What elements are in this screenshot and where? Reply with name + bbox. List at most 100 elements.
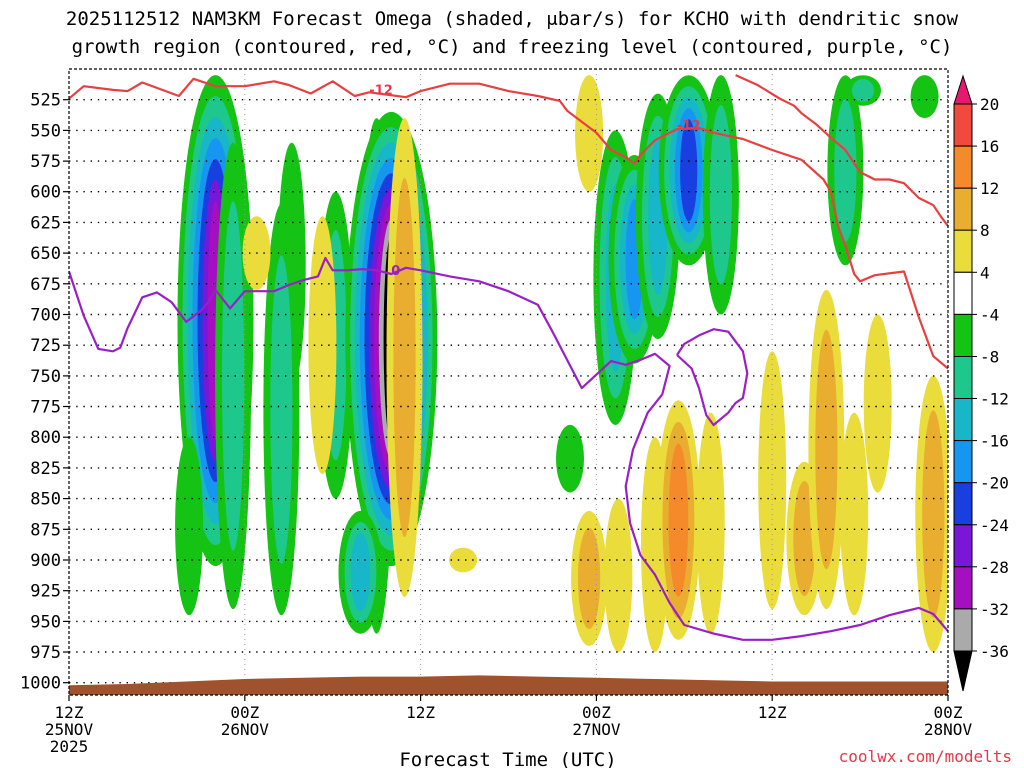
y-tick-label: 900 xyxy=(30,551,61,571)
y-axis: 525 550 575 600 625 650 675 700 725 750 775 800 825 8… xyxy=(20,91,69,694)
omega-cell xyxy=(556,424,584,493)
y-tick-label: 550 xyxy=(30,121,61,141)
omega-cell xyxy=(222,201,245,551)
y-tick-label: 725 xyxy=(30,336,61,356)
omega-cell xyxy=(815,329,838,570)
x-tick-label: 00Z xyxy=(230,703,259,722)
omega-cell xyxy=(696,412,725,634)
y-tick-label: 1000 xyxy=(20,674,61,694)
y-tick-label: 800 xyxy=(30,428,61,448)
omega-cell xyxy=(834,99,857,242)
x-tick-label: 12Z xyxy=(758,703,787,722)
omega-cell xyxy=(709,105,733,285)
colorbar-segment xyxy=(953,482,973,526)
y-tick-label: 750 xyxy=(30,367,61,387)
colorbar-segment xyxy=(953,313,973,357)
chart-title-line-2: growth region (contoured, red, °C) and f… xyxy=(72,36,953,58)
x-tick-label: 00Z xyxy=(934,703,963,722)
contour-line xyxy=(69,77,948,370)
colorbar-label: -12 xyxy=(980,390,1009,409)
colorbar-segment xyxy=(953,440,973,484)
plot-frame xyxy=(68,68,949,696)
x-tick-label: 2025 xyxy=(50,737,89,756)
omega-cell xyxy=(680,119,698,222)
omega-cell xyxy=(270,255,293,564)
colorbar-label: 20 xyxy=(980,95,999,114)
omega-cell xyxy=(578,527,601,630)
x-tick-label: 27NOV xyxy=(572,720,621,739)
colorbar-label: -36 xyxy=(980,642,1009,661)
colorbar-label: 16 xyxy=(980,137,999,156)
credit-text[interactable]: coolwx.com/modelts xyxy=(839,747,1012,766)
x-axis-label: Forecast Time (UTC) xyxy=(399,749,616,768)
colorbar-label: -20 xyxy=(980,474,1009,493)
omega-cell xyxy=(393,178,416,537)
y-tick-label: 650 xyxy=(30,244,61,264)
colorbar-segment xyxy=(953,103,973,147)
colorbar-label: 4 xyxy=(980,263,990,282)
colorbar-label: -4 xyxy=(980,305,999,324)
colorbar-segment xyxy=(953,356,973,400)
x-tick-label: 12Z xyxy=(55,703,84,722)
omega-cell xyxy=(350,533,371,612)
colorbar-segment xyxy=(953,566,973,610)
y-tick-label: 825 xyxy=(30,459,61,479)
contour-label: -12 xyxy=(369,84,393,99)
contour-line xyxy=(735,74,948,227)
y-tick-label: 850 xyxy=(30,490,61,510)
colorbar-cap-top xyxy=(953,74,973,105)
omega-cell xyxy=(449,547,478,573)
chart-title-line-1: 2025112512 NAM3KM Forecast Omega (shaded… xyxy=(66,8,959,30)
y-tick-label: 925 xyxy=(30,582,61,602)
colorbar-label: 12 xyxy=(980,179,999,198)
temperature-contours xyxy=(69,74,948,641)
ground-terrain xyxy=(69,675,948,695)
omega-cell xyxy=(851,79,875,102)
contour-line xyxy=(676,328,749,427)
omega-cell xyxy=(604,498,633,652)
y-tick-label: 950 xyxy=(30,612,61,632)
x-tick-label: 26NOV xyxy=(221,720,270,739)
omega-cell xyxy=(575,75,604,192)
omega-shading xyxy=(175,75,948,653)
colorbar-segment xyxy=(953,398,973,442)
colorbar-segment xyxy=(953,271,973,315)
colorbar-segment xyxy=(953,524,973,568)
y-tick-label: 600 xyxy=(30,183,61,203)
contour-line xyxy=(69,256,948,641)
colorbar-segment xyxy=(953,229,973,273)
y-tick-label: 775 xyxy=(30,398,61,418)
omega-cell xyxy=(175,437,204,616)
omega-cell xyxy=(758,351,787,610)
y-tick-label: 700 xyxy=(30,306,61,326)
y-tick-label: 675 xyxy=(30,275,61,295)
x-tick-label: 25NOV xyxy=(45,720,94,739)
colorbar-label: -24 xyxy=(980,516,1009,535)
colorbar-label: -28 xyxy=(980,558,1009,577)
y-tick-label: 975 xyxy=(30,643,61,663)
contour-label: 0 xyxy=(391,264,400,279)
omega-cell xyxy=(863,314,892,493)
omega-cell xyxy=(668,443,689,597)
contour-labels: -12 -12 0 xyxy=(369,84,701,280)
colorbar-label: 8 xyxy=(980,221,990,240)
colorbar-cap-bottom xyxy=(953,650,973,692)
colorbar-label: -32 xyxy=(980,600,1009,619)
omega-cell xyxy=(840,412,869,616)
contour-label: -12 xyxy=(677,119,701,134)
y-tick-label: 525 xyxy=(30,91,61,111)
y-tick-label: 625 xyxy=(30,213,61,233)
omega-cell xyxy=(910,75,939,119)
omega-cell xyxy=(922,410,945,618)
y-tick-label: 875 xyxy=(30,520,61,540)
y-tick-label: 575 xyxy=(30,152,61,172)
colorbar-label: -16 xyxy=(980,432,1009,451)
x-tick-label: 00Z xyxy=(582,703,611,722)
colorbar-legend: 20 16 12 8 4 -4 -8 -12 -16 -20 -24 -28 -32 -36 xyxy=(953,74,1009,692)
plot-area: -12 -12 0 xyxy=(69,69,948,695)
colorbar-segment xyxy=(953,608,973,652)
colorbar-label: -8 xyxy=(980,348,999,367)
x-tick-label: 12Z xyxy=(406,703,435,722)
